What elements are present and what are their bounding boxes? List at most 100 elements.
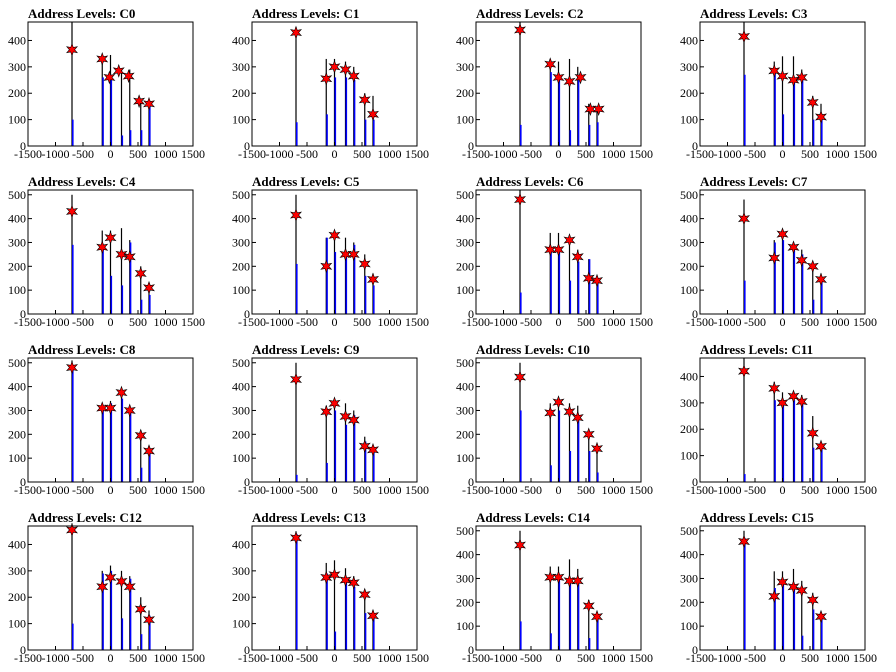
x-tick-label: 500 xyxy=(577,483,595,497)
x-tick-label: -500 xyxy=(72,651,94,665)
peak-marker xyxy=(815,439,827,454)
peak-marker xyxy=(776,395,789,410)
y-tick-label: 300 xyxy=(456,60,474,74)
peak-marker xyxy=(320,71,333,86)
x-tick-label: 1500 xyxy=(629,315,653,329)
subplot-3: Address Levels: C3 0 100 200 300 400 -1500 -100… xyxy=(680,6,877,161)
y-tick-label: 400 xyxy=(680,548,698,562)
y-tick-label: 100 xyxy=(456,113,474,127)
y-tick-label: 0 xyxy=(468,643,474,657)
peak-marker xyxy=(290,530,302,545)
peak-marker xyxy=(787,389,800,404)
peak-marker xyxy=(115,574,128,589)
y-tick-label: 0 xyxy=(20,643,26,657)
subplot-2: Address Levels: C2 0 100 200 300 400 -1500 -100… xyxy=(456,6,653,161)
x-tick-label: -1000 xyxy=(42,315,70,329)
y-tick-label: 200 xyxy=(456,595,474,609)
x-tick-label: -1000 xyxy=(42,147,70,161)
x-tick-label: 0 xyxy=(556,147,562,161)
peak-marker xyxy=(591,273,603,288)
peak-marker xyxy=(320,259,333,274)
y-tick-label: 400 xyxy=(8,537,26,551)
peak-marker xyxy=(134,266,147,281)
x-tick-label: -500 xyxy=(744,147,766,161)
peak-marker xyxy=(339,62,352,77)
y-tick-label: 100 xyxy=(680,619,698,633)
x-tick-label: -500 xyxy=(296,147,318,161)
peak-marker xyxy=(815,110,827,124)
peak-marker xyxy=(571,249,584,264)
x-tick-label: 1500 xyxy=(853,483,877,497)
x-tick-label: -1000 xyxy=(490,315,518,329)
x-tick-label: 1500 xyxy=(405,651,429,665)
peak-marker xyxy=(96,52,109,66)
peak-marker xyxy=(134,602,147,617)
x-tick-label: 0 xyxy=(108,651,114,665)
subplot-6: Address Levels: C60100200300400500-1500-… xyxy=(456,174,653,329)
peak-marker xyxy=(776,227,789,242)
y-tick-label: 200 xyxy=(232,427,250,441)
y-tick-label: 200 xyxy=(8,427,26,441)
y-tick-label: 300 xyxy=(232,60,250,74)
chart-title: Address Levels: C4 xyxy=(28,174,136,189)
subplot-1: Address Levels: C1 0 100 200 300 400 -1500 -100… xyxy=(232,6,429,161)
peak-marker xyxy=(582,598,595,613)
x-tick-label: -1000 xyxy=(714,315,742,329)
subplot-14: Address Levels: C14 0 100 200 300 400 500 -1500… xyxy=(456,510,653,665)
x-tick-label: -500 xyxy=(296,651,318,665)
x-tick-label: 0 xyxy=(780,483,786,497)
chart-title: Address Levels: C12 xyxy=(28,510,142,525)
y-tick-label: 0 xyxy=(244,475,250,489)
subplot-9: Address Levels: C90100200300400500-1500-… xyxy=(232,342,429,497)
peak-marker xyxy=(571,410,584,425)
chart-title: Address Levels: C10 xyxy=(476,342,590,357)
x-tick-label: -500 xyxy=(744,483,766,497)
x-tick-label: 1500 xyxy=(629,483,653,497)
x-tick-label: -1000 xyxy=(266,651,294,665)
peak-marker xyxy=(367,442,379,457)
x-tick-label: -500 xyxy=(520,315,542,329)
peak-marker xyxy=(96,401,109,415)
chart-title: Address Levels: C9 xyxy=(252,342,360,357)
y-tick-label: 500 xyxy=(680,188,698,202)
x-tick-label: 0 xyxy=(108,483,114,497)
peak-marker xyxy=(122,69,135,84)
peak-marker xyxy=(96,240,109,255)
x-tick-label: 1000 xyxy=(378,315,402,329)
peak-marker xyxy=(115,385,128,400)
y-tick-label: 300 xyxy=(680,571,698,585)
y-tick-label: 0 xyxy=(244,643,250,657)
x-tick-label: 500 xyxy=(353,651,371,665)
x-tick-label: 500 xyxy=(129,315,147,329)
x-tick-label: -1000 xyxy=(714,483,742,497)
x-tick-label: 0 xyxy=(556,483,562,497)
x-tick-label: 1500 xyxy=(181,147,205,161)
x-tick-label: 1500 xyxy=(181,651,205,665)
x-tick-label: -500 xyxy=(72,483,94,497)
x-tick-label: -1500 xyxy=(14,483,42,497)
peak-marker xyxy=(776,575,789,589)
peak-marker xyxy=(738,29,750,44)
peak-marker xyxy=(347,247,360,262)
chart-title: Address Levels: C1 xyxy=(252,6,359,21)
y-tick-label: 100 xyxy=(8,617,26,631)
peak-marker xyxy=(544,405,557,420)
peak-marker xyxy=(339,409,352,424)
y-tick-label: 0 xyxy=(692,643,698,657)
x-tick-label: -1000 xyxy=(714,147,742,161)
y-tick-label: 400 xyxy=(8,380,26,394)
y-tick-label: 100 xyxy=(456,619,474,633)
y-tick-label: 200 xyxy=(680,259,698,273)
x-tick-label: -1500 xyxy=(238,483,266,497)
peak-marker xyxy=(768,381,781,396)
peak-marker xyxy=(582,427,595,442)
x-tick-label: 500 xyxy=(353,147,371,161)
x-tick-label: 0 xyxy=(332,315,338,329)
x-tick-label: 500 xyxy=(129,483,147,497)
y-tick-label: 100 xyxy=(232,617,250,631)
y-tick-label: 0 xyxy=(468,307,474,321)
peak-marker xyxy=(358,257,371,271)
x-tick-label: -1500 xyxy=(462,651,490,665)
peak-marker xyxy=(738,211,750,226)
